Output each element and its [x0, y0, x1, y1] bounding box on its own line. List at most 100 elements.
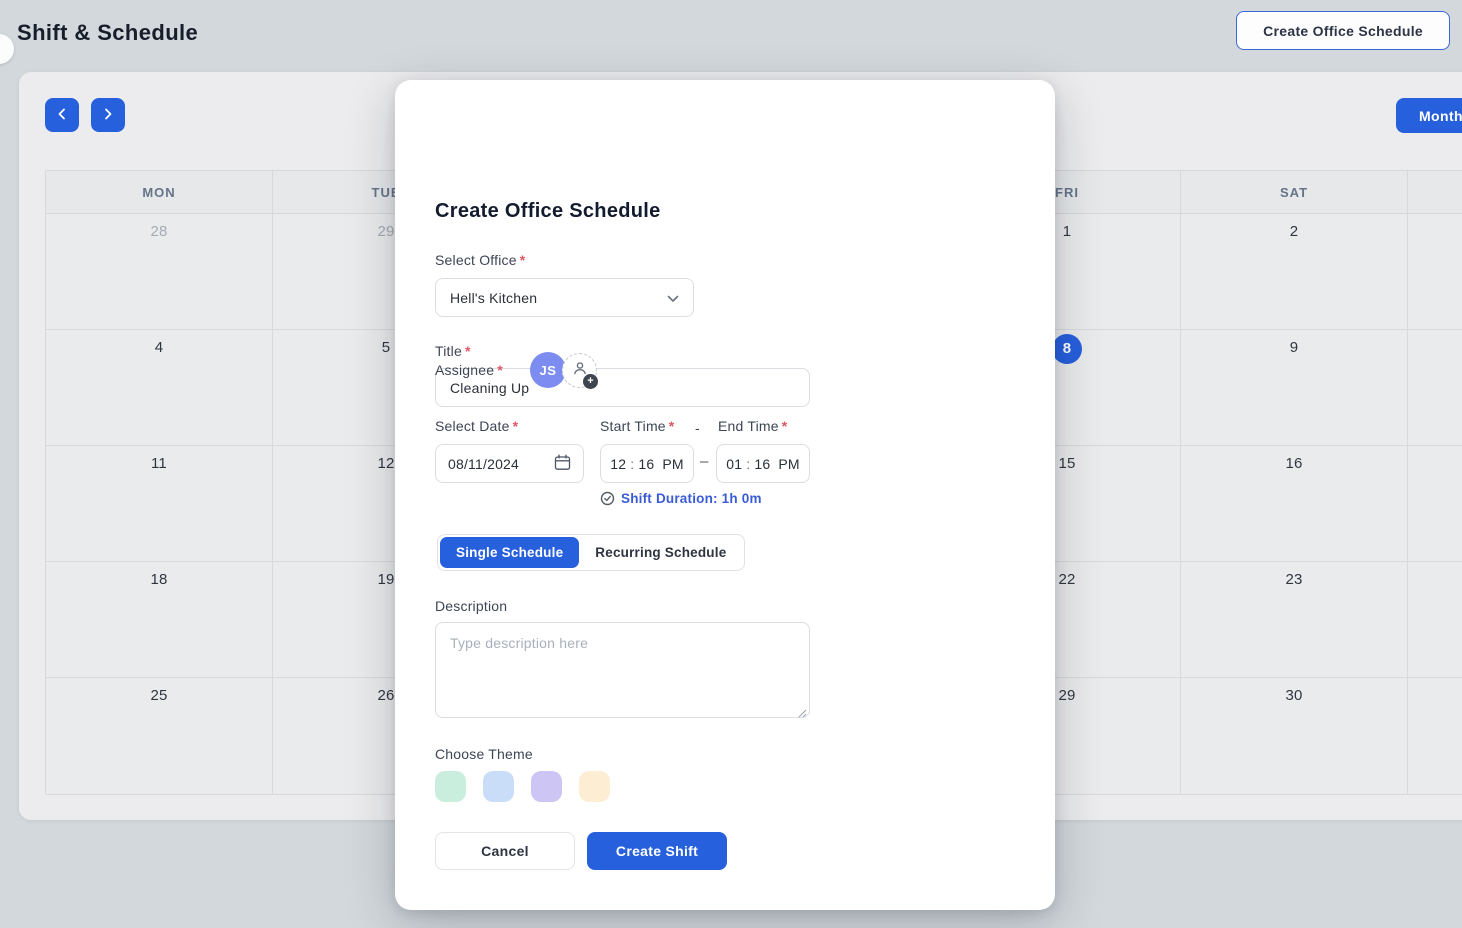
cancel-button[interactable]: Cancel: [435, 832, 575, 870]
assignee-avatar[interactable]: JS: [530, 352, 566, 388]
start-hour: 12: [610, 455, 627, 472]
view-month-button[interactable]: Month: [1396, 98, 1462, 133]
end-meridiem: PM: [778, 455, 800, 472]
calendar-next-button[interactable]: [91, 98, 125, 132]
title-input[interactable]: Cleaning Up: [435, 368, 810, 407]
end-time-label: End Time *: [718, 418, 788, 434]
date-label: 1: [1062, 223, 1072, 240]
date-label: 5: [381, 339, 391, 356]
time-colon: :: [630, 455, 635, 472]
day-header: SAT: [1181, 171, 1408, 214]
start-time-label: Start Time *: [600, 418, 675, 434]
required-marker: *: [512, 418, 519, 434]
shift-duration-text: Shift Duration: 1h 0m: [621, 491, 762, 506]
date-label: 11: [151, 455, 167, 472]
theme-swatch[interactable]: [435, 771, 466, 802]
calendar-cell[interactable]: [1408, 330, 1462, 446]
day-header: MON: [46, 171, 273, 214]
select-date-label: Select Date *: [435, 418, 519, 434]
plus-badge: +: [583, 374, 598, 389]
date-label: 19: [377, 571, 395, 588]
date-label: 12: [377, 455, 395, 472]
calendar-cell[interactable]: 16: [1181, 446, 1408, 562]
date-label: 29: [1058, 687, 1076, 704]
create-schedule-modal: Create Office Schedule Select Office * He…: [395, 80, 1055, 910]
chevron-left-icon: [55, 107, 69, 124]
date-label: 23: [1285, 571, 1303, 588]
calendar-cell[interactable]: [1408, 562, 1462, 678]
calendar-cell[interactable]: 4: [46, 330, 273, 446]
description-textarea[interactable]: [435, 622, 810, 718]
chevron-down-icon: [667, 290, 679, 306]
calendar-cell[interactable]: 9: [1181, 330, 1408, 446]
calendar-cell[interactable]: [1408, 214, 1462, 330]
calendar-prev-button[interactable]: [45, 98, 79, 132]
date-input[interactable]: 08/11/2024: [435, 444, 584, 483]
add-assignee-button[interactable]: +: [562, 353, 598, 389]
start-time-input[interactable]: 12 : 16 PM: [600, 444, 694, 483]
create-shift-button[interactable]: Create Shift: [587, 832, 727, 870]
select-office-label: Select Office *: [435, 252, 526, 268]
date-label: 9: [1289, 339, 1299, 356]
theme-swatches: [435, 771, 610, 802]
start-meridiem: PM: [662, 455, 684, 472]
calendar-cell[interactable]: 11: [46, 446, 273, 562]
create-office-schedule-label: Create Office Schedule: [1263, 22, 1423, 39]
clock-check-icon: [600, 491, 615, 506]
edge-widget: [0, 34, 14, 64]
calendar-cell[interactable]: [1408, 678, 1462, 794]
calendar-cell[interactable]: 28: [46, 214, 273, 330]
theme-swatch[interactable]: [531, 771, 562, 802]
date-label: 28: [150, 223, 168, 240]
end-minute: 16: [754, 455, 771, 472]
required-marker: *: [464, 343, 471, 359]
time-range-separator: –: [700, 453, 709, 470]
date-label: 16: [1285, 455, 1303, 472]
page-title: Shift & Schedule: [17, 20, 199, 45]
required-marker: *: [497, 362, 503, 378]
resize-handle-icon[interactable]: [798, 705, 807, 723]
date-label: 2: [1289, 223, 1299, 240]
required-marker: *: [668, 418, 675, 434]
schedule-type-tabs: Single Schedule Recurring Schedule: [437, 534, 746, 571]
modal-title: Create Office Schedule: [435, 200, 661, 222]
calendar-cell[interactable]: 23: [1181, 562, 1408, 678]
required-marker: *: [781, 418, 788, 434]
calendar-cell[interactable]: 30: [1181, 678, 1408, 794]
tab-single-schedule[interactable]: Single Schedule: [440, 537, 580, 568]
shift-duration-note: Shift Duration: 1h 0m: [600, 491, 762, 506]
date-label: 18: [150, 571, 168, 588]
end-time-input[interactable]: 01 : 16 PM: [716, 444, 810, 483]
day-header: [1408, 171, 1462, 214]
end-hour: 01: [726, 455, 743, 472]
date-label: 29: [377, 223, 395, 240]
chevron-right-icon: [101, 107, 115, 124]
person-add-icon: [572, 360, 588, 381]
required-marker: *: [519, 252, 526, 268]
labels-separator: -: [695, 420, 700, 436]
date-label: 22: [1058, 571, 1076, 588]
theme-swatch[interactable]: [579, 771, 610, 802]
title-input-value: Cleaning Up: [450, 379, 530, 396]
calendar-cell[interactable]: 18: [46, 562, 273, 678]
title-label: Title *: [435, 343, 471, 359]
office-select-value: Hell's Kitchen: [450, 289, 538, 306]
assignee-label: Assignee *: [435, 362, 503, 378]
calendar-icon: [554, 454, 571, 474]
time-colon: :: [746, 455, 751, 472]
calendar-cell[interactable]: 25: [46, 678, 273, 794]
date-input-value: 08/11/2024: [448, 455, 520, 472]
tab-recurring-schedule[interactable]: Recurring Schedule: [595, 545, 727, 560]
choose-theme-label: Choose Theme: [435, 746, 533, 762]
create-office-schedule-button[interactable]: Create Office Schedule: [1236, 11, 1450, 50]
date-label: 8: [1052, 334, 1082, 364]
date-label: 4: [154, 339, 164, 356]
theme-swatch[interactable]: [483, 771, 514, 802]
office-select[interactable]: Hell's Kitchen: [435, 278, 694, 317]
calendar-cell[interactable]: 2: [1181, 214, 1408, 330]
date-label: 26: [377, 687, 395, 704]
date-label: 30: [1285, 687, 1303, 704]
calendar-cell[interactable]: [1408, 446, 1462, 562]
description-label: Description: [435, 598, 508, 614]
start-minute: 16: [638, 455, 655, 472]
